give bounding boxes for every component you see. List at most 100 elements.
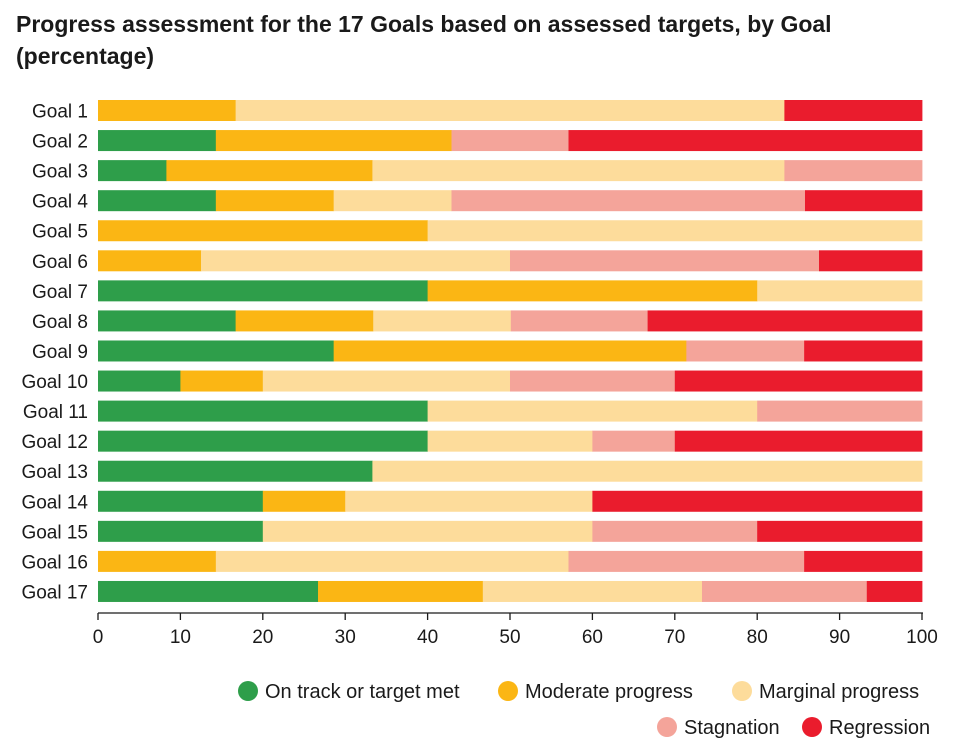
bar-segment-2-5 <box>568 130 923 152</box>
category-label-13: Goal 13 <box>21 462 88 483</box>
bar-segment-7-1 <box>98 280 428 302</box>
x-tick-label-1: 10 <box>170 627 191 648</box>
bar-segment-17-1 <box>98 580 319 602</box>
bar-segment-1-2 <box>98 100 237 121</box>
category-label-11: Goal 11 <box>23 402 88 423</box>
category-label-17: Goal 17 <box>21 582 88 603</box>
bar-segment-8-5 <box>647 310 923 332</box>
bar-segment-8-3 <box>373 310 512 332</box>
bar-segment-9-4 <box>686 340 805 362</box>
bar-segment-10-5 <box>674 370 923 392</box>
bar-segment-12-4 <box>592 430 676 452</box>
bar-segment-10-4 <box>510 370 676 392</box>
bar-segment-11-1 <box>98 400 428 422</box>
category-label-16: Goal 16 <box>21 552 88 573</box>
bar-segment-11-3 <box>427 400 758 422</box>
bar-segment-2-4 <box>451 130 569 152</box>
x-tick-label-9: 90 <box>829 627 850 648</box>
category-label-12: Goal 12 <box>21 432 88 453</box>
bar-segment-3-1 <box>98 160 167 182</box>
legend-swatch-4 <box>657 717 677 737</box>
legend-label-2: Moderate progress <box>525 681 693 703</box>
bar-segment-16-2 <box>98 550 217 572</box>
category-label-1: Goal 1 <box>32 102 88 123</box>
bar-segment-13-3 <box>372 460 923 482</box>
bar-segment-6-4 <box>510 250 820 272</box>
bar-segment-7-2 <box>427 280 758 302</box>
x-axis: 0 10 20 30 40 50 60 70 80 90 100 <box>93 612 938 648</box>
bar-segment-2-1 <box>98 130 217 152</box>
x-tick-label-0: 0 <box>93 627 104 648</box>
bar-segment-16-3 <box>215 550 569 572</box>
category-label-7: Goal 7 <box>32 282 88 303</box>
category-labels: Goal 1 Goal 2 Goal 3 Goal 4 Goal 5 Goal 6 Goal… <box>21 102 88 604</box>
bar-segment-9-5 <box>804 340 923 362</box>
bar-segment-5-2 <box>98 220 428 242</box>
legend-swatch-5 <box>802 717 822 737</box>
bar-segment-10-1 <box>98 370 181 392</box>
bar-segment-17-4 <box>701 580 868 602</box>
category-label-3: Goal 3 <box>32 162 88 183</box>
bar-segment-3-2 <box>166 160 373 182</box>
legend-label-3: Marginal progress <box>759 681 919 703</box>
legend-swatch-3 <box>732 681 752 701</box>
bar-segment-14-1 <box>98 490 264 512</box>
category-label-15: Goal 15 <box>21 522 88 543</box>
bar-segment-15-3 <box>262 520 593 542</box>
x-tick-label-5: 50 <box>499 627 520 648</box>
category-label-10: Goal 10 <box>21 372 88 393</box>
bar-segment-3-4 <box>784 160 923 182</box>
category-label-9: Goal 9 <box>32 342 88 363</box>
bar-segment-6-5 <box>819 250 923 272</box>
bar-segment-6-3 <box>201 250 511 272</box>
bar-segment-16-5 <box>804 550 923 572</box>
category-label-5: Goal 5 <box>32 222 88 243</box>
bar-segment-4-2 <box>215 190 335 212</box>
bar-segment-9-1 <box>98 340 335 362</box>
category-label-8: Goal 8 <box>32 312 88 333</box>
bar-segment-17-3 <box>482 580 703 602</box>
x-tick-label-6: 60 <box>582 627 603 648</box>
bar-segment-3-3 <box>372 160 785 182</box>
bar-segment-8-1 <box>98 310 237 332</box>
bar-segment-16-4 <box>568 550 805 572</box>
legend-label-5: Regression <box>829 717 930 739</box>
bar-segment-14-2 <box>262 490 346 512</box>
bars-group <box>98 100 923 602</box>
bar-segment-8-2 <box>235 310 374 332</box>
bar-segment-1-3 <box>235 100 785 121</box>
bar-segment-15-1 <box>98 520 264 542</box>
bar-segment-4-1 <box>98 190 217 212</box>
bar-segment-4-3 <box>333 190 452 212</box>
bar-segment-14-3 <box>345 490 593 512</box>
bar-segment-15-5 <box>757 520 923 542</box>
legend: On track or target met Moderate progress M… <box>238 681 930 739</box>
legend-swatch-2 <box>498 681 518 701</box>
legend-label-4: Stagnation <box>684 717 780 739</box>
bar-segment-1-5 <box>784 100 923 121</box>
bar-segment-17-5 <box>866 580 923 602</box>
bar-segment-11-4 <box>757 400 923 422</box>
x-tick-label-8: 80 <box>747 627 768 648</box>
chart-title: Progress assessment for the 17 Goals bas… <box>16 11 832 69</box>
bar-segment-14-5 <box>592 490 923 512</box>
bar-segment-13-1 <box>98 460 373 482</box>
bar-segment-12-1 <box>98 430 428 452</box>
bar-segment-15-4 <box>592 520 758 542</box>
bar-segment-10-3 <box>262 370 511 392</box>
bar-segment-12-5 <box>674 430 923 452</box>
bar-segment-12-3 <box>427 430 593 452</box>
legend-swatch-1 <box>238 681 258 701</box>
bar-segment-17-2 <box>318 580 484 602</box>
bar-segment-7-3 <box>757 280 923 302</box>
x-tick-label-4: 40 <box>417 627 438 648</box>
x-tick-label-2: 20 <box>252 627 273 648</box>
x-tick-label-10: 100 <box>906 627 938 648</box>
x-tick-label-3: 30 <box>335 627 356 648</box>
legend-label-1: On track or target met <box>265 681 460 703</box>
bar-segment-4-4 <box>451 190 806 212</box>
x-tick-label-7: 70 <box>664 627 685 648</box>
bar-segment-9-2 <box>333 340 687 362</box>
category-label-6: Goal 6 <box>32 252 88 273</box>
